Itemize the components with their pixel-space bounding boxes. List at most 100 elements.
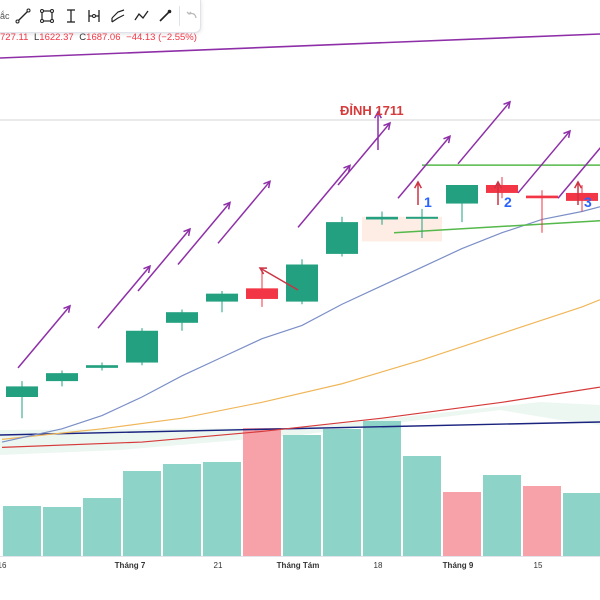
momentum-arrow-head <box>263 180 272 189</box>
volume-bar[interactable] <box>43 507 81 556</box>
volume-bar[interactable] <box>3 506 41 556</box>
candle-body[interactable] <box>46 373 78 382</box>
candle-body[interactable] <box>486 185 518 193</box>
i-beam-icon <box>66 9 75 23</box>
candle-body[interactable] <box>246 288 278 299</box>
candle-body[interactable] <box>446 185 478 204</box>
close-label: C <box>79 32 87 43</box>
wave-number-1: 1 <box>424 194 432 210</box>
toolbar-cut-text: ắc <box>0 11 10 21</box>
candle-body[interactable] <box>326 222 358 254</box>
ma-mid-line[interactable] <box>1 291 600 440</box>
candle-body[interactable] <box>566 192 598 201</box>
toolbar-separator <box>179 6 180 26</box>
momentum-arrow <box>297 164 351 228</box>
bottom-trendline[interactable] <box>0 421 600 436</box>
momentum-arrow <box>177 202 231 265</box>
volume-bar[interactable] <box>163 464 201 556</box>
time-axis-label: 16 <box>0 561 7 570</box>
momentum-arrow <box>17 305 71 369</box>
momentum-arrow-head <box>443 135 452 144</box>
volume-bar[interactable] <box>563 493 600 556</box>
path-tool-button[interactable] <box>132 5 152 27</box>
volume-bar[interactable] <box>483 475 521 556</box>
ohlc-legend: 727.11 L1622.37 C1687.06 −44.13 (−2.55%) <box>0 32 200 43</box>
dip-arrow <box>259 267 299 291</box>
momentum-arrow <box>217 180 271 244</box>
drawing-toolbar: ắc <box>0 0 201 33</box>
momentum-arrow <box>457 101 511 165</box>
candle-body[interactable] <box>126 330 158 363</box>
candle-body[interactable] <box>526 195 558 199</box>
momentum-arrow-head <box>503 100 512 109</box>
momentum-arrow-head <box>343 164 352 173</box>
brush-tool-button[interactable] <box>155 5 175 27</box>
time-axis-label: 18 <box>373 561 383 570</box>
candle-body[interactable] <box>166 312 198 323</box>
date-price-range-button[interactable] <box>84 5 104 27</box>
momentum-arrow-head <box>383 121 392 131</box>
volume-bar[interactable] <box>243 428 281 556</box>
time-axis-label: Tháng 9 <box>442 561 474 570</box>
open-value: 727.11 <box>0 32 29 43</box>
wave-number-3: 3 <box>584 194 592 210</box>
top-trendline[interactable] <box>0 33 600 59</box>
low-label: L <box>34 32 40 43</box>
momentum-arrow <box>397 135 451 199</box>
trend-line-icon <box>15 8 31 24</box>
low-value: 1622.37 <box>39 32 74 43</box>
parallel-channel-button[interactable] <box>108 5 128 27</box>
time-axis-label: Tháng Tám <box>276 561 320 570</box>
candle-body[interactable] <box>6 386 38 397</box>
momentum-arrow-head <box>143 264 152 274</box>
momentum-arrow <box>517 130 571 194</box>
dip-arrow-head <box>258 267 268 275</box>
rectangle-tool-button[interactable] <box>37 5 57 27</box>
highlight-box <box>362 216 442 242</box>
path-icon <box>133 10 149 21</box>
volume-bar[interactable] <box>323 429 361 556</box>
candle-body[interactable] <box>206 293 238 302</box>
time-axis-label: 15 <box>533 561 543 570</box>
candle-body[interactable] <box>286 264 318 302</box>
number-arrow-head <box>413 180 423 189</box>
volume-bar[interactable] <box>443 492 481 556</box>
momentum-arrow-head <box>563 129 572 138</box>
ma-slow-line[interactable] <box>1 384 600 448</box>
peak-label: ĐỈNH 1711 <box>340 103 404 118</box>
volume-bar[interactable] <box>203 462 241 556</box>
candlestick-chart[interactable]: ĐỈNH 1711 1 2 3 <box>0 0 600 556</box>
rectangle-icon <box>39 9 54 23</box>
wave-number-2: 2 <box>504 194 512 210</box>
volume-bar[interactable] <box>363 421 401 556</box>
time-axis-label: Tháng 7 <box>114 561 146 570</box>
momentum-arrow <box>137 228 191 292</box>
number-arrow-head <box>573 180 583 189</box>
h-range-icon <box>88 10 100 22</box>
candle-body[interactable] <box>86 365 118 368</box>
peak-arrow-head <box>373 110 383 119</box>
candle-body[interactable] <box>406 216 438 219</box>
candle-body[interactable] <box>366 216 398 220</box>
volume-bar[interactable] <box>523 486 561 556</box>
time-axis-label: 21 <box>213 561 223 570</box>
time-axis[interactable]: 16 Tháng 7 21 Tháng Tám 18 Tháng 9 15 <box>0 556 600 600</box>
support-line[interactable] <box>393 220 600 234</box>
momentum-arrow-head <box>63 304 72 313</box>
measure-tool-button[interactable] <box>61 5 81 27</box>
volume-bar[interactable] <box>283 435 321 556</box>
undo-icon <box>186 11 197 19</box>
momentum-arrow-head <box>183 227 192 237</box>
volume-bar[interactable] <box>403 456 441 556</box>
number-arrow-head <box>493 180 503 189</box>
volume-bar[interactable] <box>83 498 121 556</box>
volume-bar[interactable] <box>123 471 161 556</box>
close-value: 1687.06 <box>86 32 121 43</box>
momentum-arrow <box>337 122 391 186</box>
ma-fast-line[interactable] <box>1 201 600 443</box>
momentum-arrow <box>557 147 600 199</box>
brush-icon <box>159 9 172 22</box>
undo-button[interactable] <box>184 5 200 27</box>
trend-line-tool-button[interactable] <box>14 5 34 27</box>
